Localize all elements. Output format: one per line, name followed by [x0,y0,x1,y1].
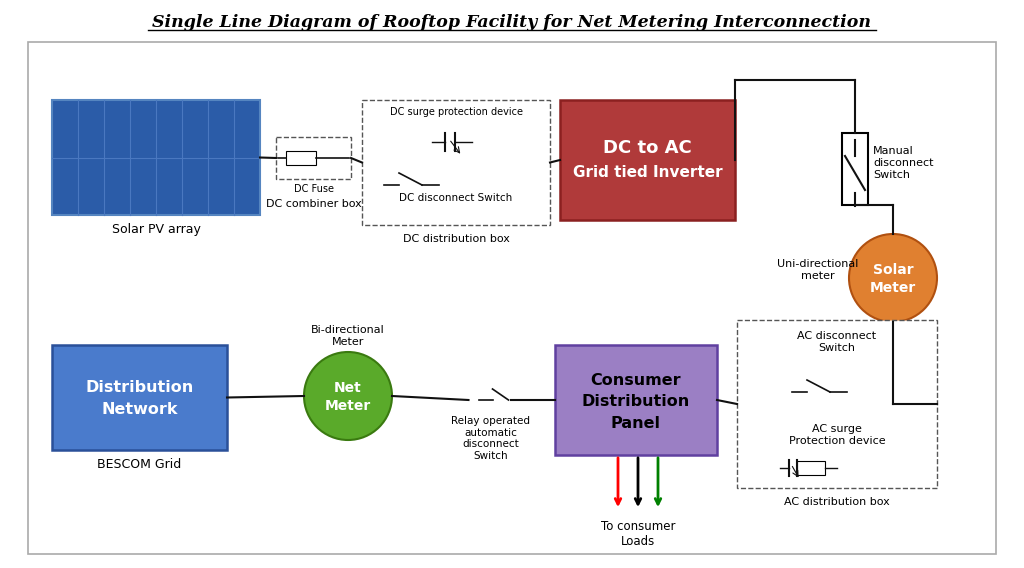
Text: AC disconnect
Switch: AC disconnect Switch [798,331,877,353]
Bar [276,137,351,179]
Text: Grid tied Inverter: Grid tied Inverter [572,165,722,179]
Bar [555,345,717,455]
Text: Solar PV array: Solar PV array [112,223,201,236]
Text: Panel: Panel [611,416,662,432]
Bar [286,151,316,165]
Text: Distribution: Distribution [582,395,690,410]
Text: Relay operated
automatic
disconnect
Switch: Relay operated automatic disconnect Swit… [451,416,530,461]
Text: Bi-directional
Meter: Bi-directional Meter [311,325,385,347]
Text: AC surge
Protection device: AC surge Protection device [788,424,886,446]
Text: Uni-directional
meter: Uni-directional meter [777,259,859,281]
Text: DC Fuse: DC Fuse [294,184,334,194]
Bar [797,461,825,475]
Text: Network: Network [101,402,178,417]
Bar [560,100,735,220]
Text: DC disconnect Switch: DC disconnect Switch [399,193,513,203]
Text: DC combiner box: DC combiner box [265,199,361,209]
Text: Distribution: Distribution [85,380,194,395]
Text: Single Line Diagram of Rooftop Facility for Net Metering Interconnection: Single Line Diagram of Rooftop Facility … [153,14,871,31]
Text: Solar: Solar [872,263,913,277]
Text: AC distribution box: AC distribution box [784,497,890,507]
Text: Meter: Meter [325,399,371,413]
Bar [737,320,937,488]
Bar [362,100,550,225]
Text: Manual
disconnect
Switch: Manual disconnect Switch [873,147,934,179]
Bar [842,133,868,205]
Text: DC to AC: DC to AC [603,139,692,157]
Circle shape [849,234,937,322]
Text: DC distribution box: DC distribution box [402,234,509,244]
Text: DC surge protection device: DC surge protection device [389,107,522,117]
Text: To consumer
Loads: To consumer Loads [601,520,675,548]
Text: Net: Net [334,381,361,395]
Text: Consumer: Consumer [591,373,681,387]
Text: Meter: Meter [869,281,916,295]
Text: BESCOM Grid: BESCOM Grid [97,457,181,470]
Circle shape [304,352,392,440]
Bar [52,345,227,450]
Bar [52,100,260,215]
